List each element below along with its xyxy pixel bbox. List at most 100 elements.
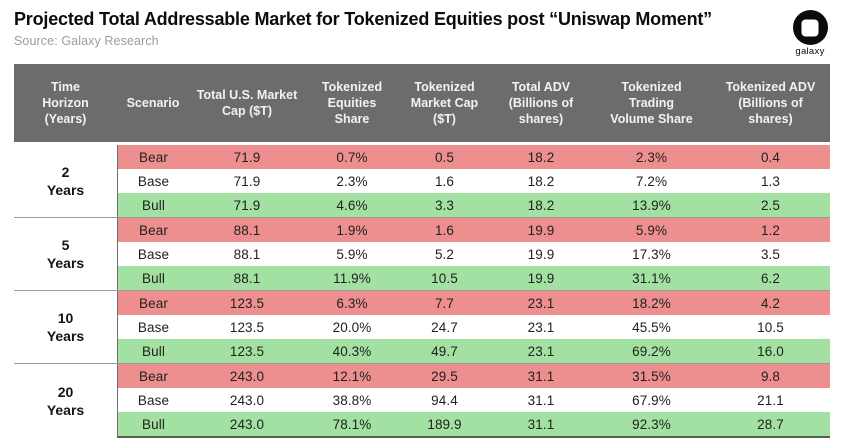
table-row: Bull 71.9 4.6% 3.3 18.2 13.9% 2.5 [118, 193, 830, 217]
table-group: 5 Years Bear 88.1 1.9% 1.6 19.9 5.9% 1.2 Base 88.… [14, 217, 830, 290]
value-cell: 4.2 [760, 295, 781, 311]
value-cell: 31.1 [527, 368, 555, 384]
table-row: Base 243.0 38.8% 94.4 31.1 67.9% 21.1 [118, 388, 830, 412]
top-bar: Projected Total Addressable Market for T… [0, 0, 844, 57]
tam-table: Time Horizon (Years) Scenario Total U.S.… [14, 64, 830, 438]
time-horizon-cell: 5 Years [14, 218, 117, 290]
value-cell: 40.3% [332, 343, 372, 359]
value-cell: 243.0 [229, 416, 265, 432]
value-cell: 0.4 [760, 149, 781, 165]
value-cell: 243.0 [229, 392, 265, 408]
scenario-cell: Base [137, 319, 170, 335]
value-cell: 10.5 [757, 319, 784, 335]
galaxy-logo-text: galaxy [795, 46, 825, 57]
value-cell: 17.3% [632, 246, 671, 262]
value-cell: 3.5 [760, 246, 781, 262]
value-cell: 5.2 [434, 246, 455, 262]
column-header-scenario: Scenario [126, 95, 180, 110]
value-cell: 19.9 [527, 270, 555, 286]
value-cell: 19.9 [527, 246, 555, 262]
value-cell: 71.9 [233, 149, 261, 165]
column-header-tokenized-adv: Tokenized ADV (Billions of shares) [725, 79, 816, 127]
table-row: Bull 243.0 78.1% 189.9 31.1 92.3% 28.7 [118, 412, 830, 436]
column-header-tokenized-market-cap: Tokenized Market Cap ($T) [410, 79, 479, 127]
value-cell: 71.9 [233, 173, 261, 189]
time-horizon-cell: 10 Years [14, 291, 117, 363]
value-cell: 19.9 [527, 222, 555, 238]
value-cell: 31.1% [632, 270, 671, 286]
table-header-row: Time Horizon (Years) Scenario Total U.S.… [14, 64, 830, 142]
table-row: Bear 243.0 12.1% 29.5 31.1 31.5% 9.8 [118, 364, 830, 388]
value-cell: 11.9% [333, 270, 371, 286]
value-cell: 4.6% [336, 197, 368, 213]
value-cell: 16.0 [757, 343, 784, 359]
scenario-cell: Bear [139, 222, 168, 238]
value-cell: 189.9 [427, 416, 462, 432]
table-row: Bear 71.9 0.7% 0.5 18.2 2.3% 0.4 [118, 145, 830, 169]
scenario-cell: Bear [139, 149, 168, 165]
column-header-tokenized-trading-volume-share: Tokenized Trading Volume Share [610, 79, 693, 127]
value-cell: 0.7% [336, 149, 368, 165]
table-body: 2 Years Bear 71.9 0.7% 0.5 18.2 2.3% 0.4 Base 71.… [14, 145, 830, 438]
scenario-cell: Base [137, 392, 170, 408]
value-cell: 7.2% [635, 173, 668, 189]
value-cell: 243.0 [229, 368, 265, 384]
value-cell: 2.5 [760, 197, 781, 213]
value-cell: 1.6 [434, 222, 455, 238]
scenario-rows: Bear 243.0 12.1% 29.5 31.1 31.5% 9.8 Base 243.0 3… [117, 364, 830, 438]
scenario-cell: Bear [139, 295, 168, 311]
value-cell: 71.9 [233, 197, 261, 213]
value-cell: 123.5 [229, 295, 265, 311]
scenario-cell: Bull [142, 197, 165, 213]
value-cell: 18.2 [527, 149, 555, 165]
galaxy-logo-square [801, 19, 819, 36]
value-cell: 88.1 [233, 270, 261, 286]
page-title: Projected Total Addressable Market for T… [14, 9, 712, 29]
value-cell: 3.3 [434, 197, 455, 213]
value-cell: 7.7 [434, 295, 455, 311]
value-cell: 21.1 [757, 392, 784, 408]
value-cell: 45.5% [632, 319, 671, 335]
value-cell: 10.5 [431, 270, 458, 286]
value-cell: 2.3% [635, 149, 668, 165]
table-row: Bear 88.1 1.9% 1.6 19.9 5.9% 1.2 [118, 218, 830, 242]
value-cell: 69.2% [632, 343, 671, 359]
scenario-rows: Bear 123.5 6.3% 7.7 23.1 18.2% 4.2 Base 123.5 20.… [117, 291, 830, 363]
table-group: 10 Years Bear 123.5 6.3% 7.7 23.1 18.2% 4.2 Base… [14, 290, 830, 363]
column-header-tokenized-equities-share: Tokenized Equities Share [321, 79, 383, 127]
scenario-cell: Bull [142, 270, 165, 286]
value-cell: 88.1 [233, 246, 261, 262]
title-block: Projected Total Addressable Market for T… [14, 9, 712, 48]
value-cell: 6.2 [760, 270, 781, 286]
value-cell: 1.3 [760, 173, 781, 189]
scenario-cell: Bear [139, 368, 168, 384]
column-header-time-horizon: Time Horizon (Years) [42, 79, 89, 127]
value-cell: 38.8% [332, 392, 372, 408]
scenario-cell: Base [137, 246, 170, 262]
value-cell: 6.3% [336, 295, 368, 311]
scenario-rows: Bear 88.1 1.9% 1.6 19.9 5.9% 1.2 Base 88.1 5.9% 5.… [117, 218, 830, 290]
table-row: Base 88.1 5.9% 5.2 19.9 17.3% 3.5 [118, 242, 830, 266]
value-cell: 5.9% [635, 222, 668, 238]
value-cell: 78.1% [332, 416, 372, 432]
value-cell: 92.3% [632, 416, 671, 432]
value-cell: 29.5 [431, 368, 458, 384]
table-group: 2 Years Bear 71.9 0.7% 0.5 18.2 2.3% 0.4 Base 71.… [14, 145, 830, 217]
value-cell: 31.1 [527, 392, 555, 408]
value-cell: 18.2 [527, 197, 555, 213]
value-cell: 2.3% [336, 173, 368, 189]
scenario-cell: Base [137, 173, 170, 189]
value-cell: 9.8 [760, 368, 781, 384]
column-header-total-adv: Total ADV (Billions of shares) [508, 79, 574, 127]
table-row: Base 123.5 20.0% 24.7 23.1 45.5% 10.5 [118, 315, 830, 339]
scenario-rows: Bear 71.9 0.7% 0.5 18.2 2.3% 0.4 Base 71.9 2.3% 1.… [117, 145, 830, 217]
value-cell: 49.7 [431, 343, 458, 359]
value-cell: 88.1 [233, 222, 261, 238]
scenario-cell: Bull [142, 416, 165, 432]
value-cell: 5.9% [336, 246, 368, 262]
value-cell: 23.1 [527, 295, 555, 311]
column-header-total-us-market-cap: Total U.S. Market Cap ($T) [196, 87, 298, 118]
value-cell: 0.5 [434, 149, 455, 165]
value-cell: 23.1 [527, 319, 555, 335]
